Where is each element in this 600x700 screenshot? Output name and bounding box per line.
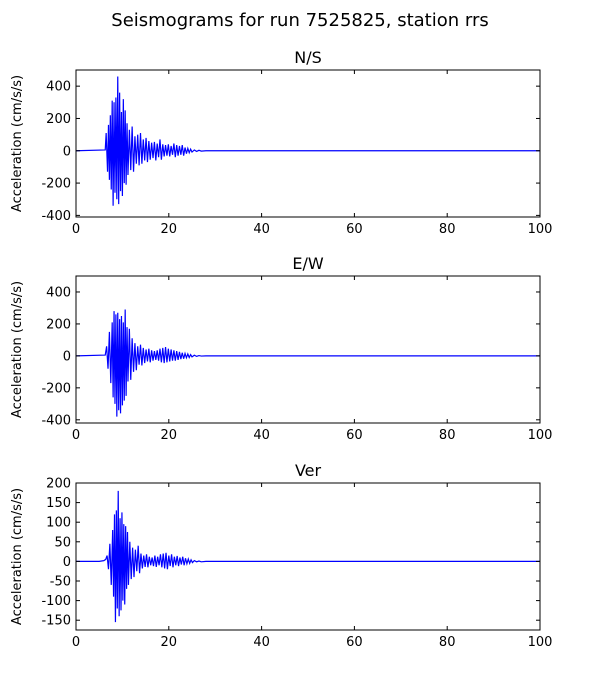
y-tick-label-n-s: -400 — [41, 209, 71, 224]
x-tick-label-n-s: 20 — [161, 222, 178, 237]
x-tick-label-ver: 80 — [439, 635, 456, 650]
y-tick-label-e-w: 400 — [46, 285, 71, 300]
y-tick-label-e-w: 0 — [63, 349, 71, 364]
x-tick-label-e-w: 20 — [161, 428, 178, 443]
y-tick-label-ver: 50 — [54, 535, 71, 550]
y-tick-label-ver: 200 — [46, 477, 71, 492]
x-tick-label-n-s: 60 — [346, 222, 363, 237]
x-tick-label-e-w: 40 — [253, 428, 270, 443]
y-tick-label-ver: -100 — [41, 594, 71, 609]
y-tick-label-n-s: 0 — [63, 144, 71, 159]
x-tick-label-ver: 20 — [161, 635, 178, 650]
y-tick-label-ver: 150 — [46, 496, 71, 511]
x-tick-label-e-w: 80 — [439, 428, 456, 443]
x-tick-label-n-s: 80 — [439, 222, 456, 237]
y-tick-label-e-w: 200 — [46, 317, 71, 332]
x-tick-label-ver: 0 — [72, 635, 80, 650]
y-axis-label-ver: Acceleration (cm/s/s) — [10, 488, 25, 625]
chart-ver: 0 20 40 60 80 100 -150 -100 -50 0 50 100 150 200 Ver Ac… — [10, 461, 552, 650]
plot-frame-n-s — [75, 69, 541, 218]
y-tick-label-ver: -50 — [50, 575, 71, 590]
x-tick-label-n-s: 0 — [72, 222, 80, 237]
plot-frame-e-w — [75, 275, 541, 424]
y-tick-label-n-s: -200 — [41, 177, 71, 192]
chart-e-w: 0 20 40 60 80 100 -400 -200 0 200 400 E/W Accelerati… — [10, 254, 552, 443]
y-tick-label-n-s: 400 — [46, 80, 71, 95]
x-tick-label-e-w: 60 — [346, 428, 363, 443]
chart-title-e-w: E/W — [292, 254, 324, 273]
x-tick-label-ver: 40 — [253, 635, 270, 650]
y-tick-label-ver: 0 — [63, 555, 71, 570]
figure-title: Seismograms for run 7525825, station rrs — [111, 10, 489, 31]
series-line-e-w — [76, 309, 540, 417]
series-line-n-s — [76, 76, 540, 206]
y-axis-label-e-w: Acceleration (cm/s/s) — [10, 281, 25, 418]
x-tick-label-n-s: 40 — [253, 222, 270, 237]
plot-frame-ver — [75, 482, 541, 631]
y-axis-label-n-s: Acceleration (cm/s/s) — [10, 75, 25, 212]
series-line-ver — [76, 490, 540, 623]
chart-title-n-s: N/S — [294, 48, 322, 67]
chart-title-ver: Ver — [295, 461, 322, 480]
y-tick-label-e-w: -200 — [41, 381, 71, 396]
x-tick-label-e-w: 0 — [72, 428, 80, 443]
x-tick-label-ver: 60 — [346, 635, 363, 650]
x-tick-label-n-s: 100 — [528, 222, 553, 237]
y-tick-label-n-s: 200 — [46, 112, 71, 127]
x-tick-label-ver: 100 — [528, 635, 553, 650]
x-tick-label-e-w: 100 — [528, 428, 553, 443]
y-tick-label-ver: 100 — [46, 516, 71, 531]
y-tick-label-ver: -150 — [41, 614, 71, 629]
y-tick-label-e-w: -400 — [41, 413, 71, 428]
chart-n-s: 0 20 40 60 80 100 -400 -200 0 200 400 N/S Accelerati… — [10, 48, 552, 237]
